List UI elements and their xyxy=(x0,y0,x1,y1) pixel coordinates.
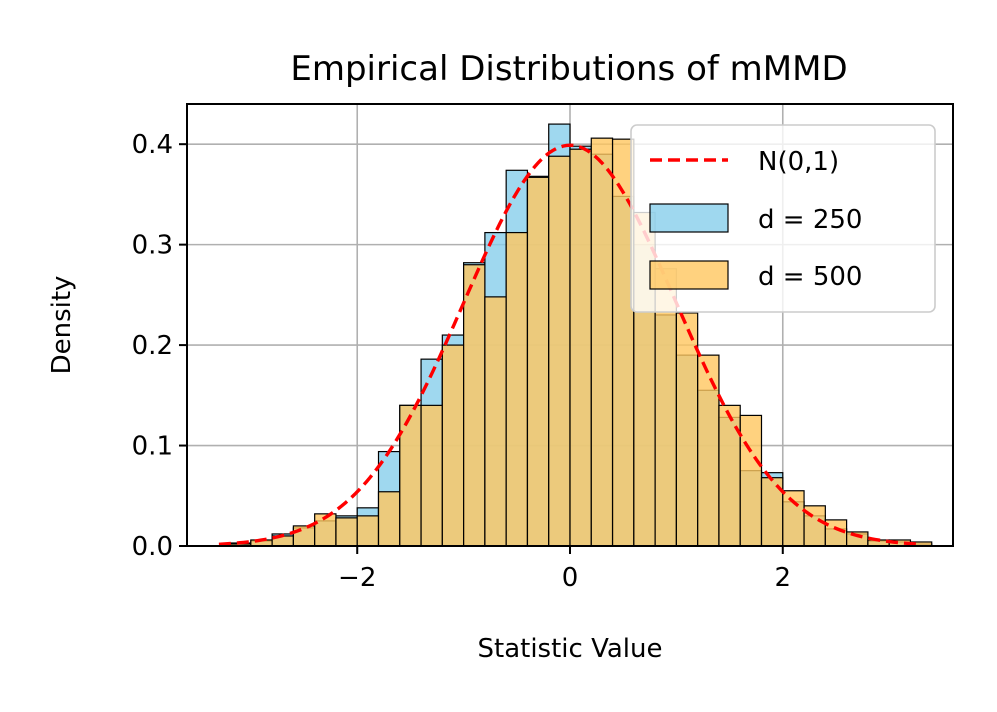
legend-swatch-d500 xyxy=(649,260,729,290)
d500-bar-26 xyxy=(782,490,805,547)
chart-title: Empirical Distributions of mMMD xyxy=(290,49,847,89)
axis-ticks: −2 0 2 0.0 0.1 0.2 0.3 0.4 xyxy=(132,130,791,593)
legend-swatch-d250 xyxy=(649,203,729,233)
legend-label-d250: d = 250 xyxy=(758,205,862,235)
d500-bar-17 xyxy=(590,137,614,547)
y-tick-label-1: 0.1 xyxy=(132,432,173,462)
d500-bar-12 xyxy=(484,296,507,547)
x-tick-label-0: −2 xyxy=(338,563,376,593)
y-axis-label: Density xyxy=(47,276,77,375)
x-tick-label-1: 0 xyxy=(562,563,579,593)
legend-label-d500: d = 500 xyxy=(758,262,862,292)
legend: N(0,1) d = 250 d = 500 xyxy=(630,124,936,313)
d500-bar-3 xyxy=(292,525,316,547)
y-tick-label-2: 0.2 xyxy=(132,331,173,361)
d500-bar-11 xyxy=(463,264,486,547)
y-tick-label-0: 0.0 xyxy=(132,532,173,562)
d500-bar-8 xyxy=(399,404,422,547)
d500-bar-16 xyxy=(569,148,592,547)
d500-bar-9 xyxy=(420,404,443,547)
d500-bar-22 xyxy=(697,354,720,547)
d500-bar-14 xyxy=(526,176,550,547)
d500-bar-7 xyxy=(377,491,401,547)
d500-bar-10 xyxy=(441,344,465,547)
normal-curve-line xyxy=(218,143,922,546)
d500-bar-6 xyxy=(356,515,380,547)
d500-bar-24 xyxy=(739,414,763,547)
y-tick-label-4: 0.4 xyxy=(132,130,173,160)
x-axis-label: Statistic Value xyxy=(478,634,663,664)
x-tick-label-2: 2 xyxy=(775,563,792,593)
normal-curve-layer xyxy=(218,143,922,546)
d500-bar-13 xyxy=(505,231,529,547)
legend-label-normal: N(0,1) xyxy=(758,147,839,177)
d500-bar-15 xyxy=(548,155,571,547)
d500-bar-5 xyxy=(335,517,358,547)
y-tick-label-3: 0.3 xyxy=(132,231,173,261)
